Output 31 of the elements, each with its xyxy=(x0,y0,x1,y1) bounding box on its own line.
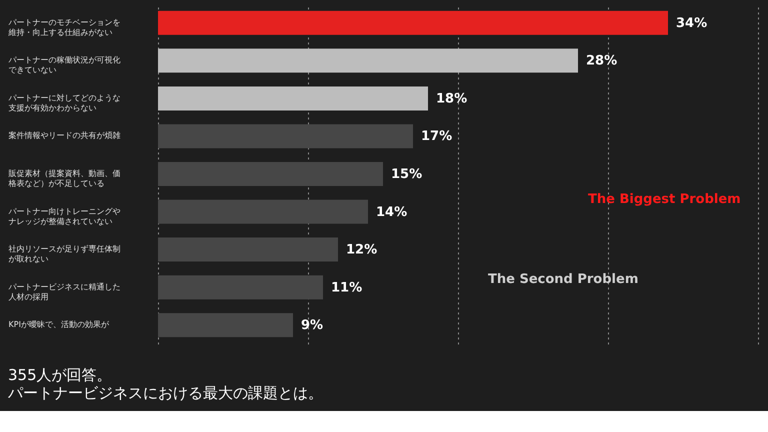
data-label: 28% xyxy=(586,54,618,69)
bar xyxy=(158,200,368,224)
y-tick-label: パートナーの稼働状況が可視化できていない xyxy=(8,56,120,75)
text: パートナービジネスにおける最大の課題とは。 xyxy=(7,384,323,402)
data-label: 9% xyxy=(301,318,324,334)
bar xyxy=(158,162,383,186)
data-label: 34% xyxy=(676,16,708,31)
bar xyxy=(158,10,668,35)
bar xyxy=(158,124,413,148)
y-tick-label: KPIが曖昧で、活動の効果が xyxy=(8,320,110,330)
bar xyxy=(158,238,338,262)
bar xyxy=(158,48,578,73)
data-label: 18% xyxy=(436,91,468,106)
y-tick-label: パートナーに対してどのような支援が有効かわからない xyxy=(8,93,120,112)
y-tick-label: 社内リソースが足りず専任体制が取れない xyxy=(8,244,120,264)
data-label: 14% xyxy=(376,204,408,220)
y-tick-label: 案件情報やリードの共有が煩雑 xyxy=(8,131,120,140)
bar xyxy=(158,86,428,110)
data-label: 15% xyxy=(391,167,422,182)
y-tick-label: パートナーのモチベーションを維持・向上する仕組みがない xyxy=(8,18,120,37)
y-tick-label: パートナービジネスに精通した人材の採用 xyxy=(8,282,120,302)
annotation: The Biggest Problem xyxy=(588,192,741,207)
bar xyxy=(158,275,323,300)
y-tick-label: 販促素材（提案資料、動画、価格表など）が不足している xyxy=(8,169,120,188)
y-tick-label: パートナー向けトレーニングやナレッジが整備されていない xyxy=(8,206,120,226)
bar xyxy=(158,313,293,338)
data-label: 12% xyxy=(346,242,378,258)
text: 355人が回答。 xyxy=(8,366,112,384)
data-label: 17% xyxy=(421,129,452,144)
annotation: The Second Problem xyxy=(488,272,638,287)
data-label: 11% xyxy=(331,280,362,296)
